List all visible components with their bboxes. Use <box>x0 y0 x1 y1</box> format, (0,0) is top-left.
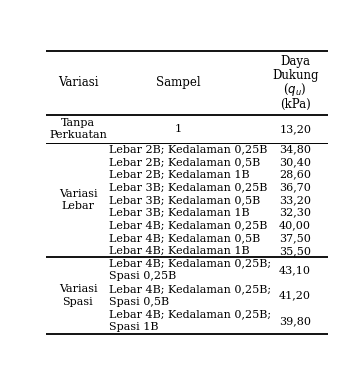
Text: Sampel: Sampel <box>156 76 201 90</box>
Text: 43,10: 43,10 <box>279 265 311 275</box>
Text: 13,20: 13,20 <box>279 124 311 134</box>
Text: Variasi
Lebar: Variasi Lebar <box>59 189 97 211</box>
Text: Lebar 4B; Kedalaman 1B: Lebar 4B; Kedalaman 1B <box>109 246 250 256</box>
Text: 41,20: 41,20 <box>279 290 311 301</box>
Text: 32,30: 32,30 <box>279 208 311 218</box>
Text: (kPa): (kPa) <box>280 98 310 110</box>
Text: Lebar 4B; Kedalaman 0,25B;: Lebar 4B; Kedalaman 0,25B; <box>109 310 271 319</box>
Text: 30,40: 30,40 <box>279 157 311 167</box>
Text: Variasi
Spasi: Variasi Spasi <box>59 284 97 307</box>
Text: Dukung: Dukung <box>272 70 318 82</box>
Text: 39,80: 39,80 <box>279 316 311 326</box>
Text: 37,50: 37,50 <box>279 233 311 243</box>
Text: 36,70: 36,70 <box>279 182 311 192</box>
Text: Lebar 3B; Kedalaman 0,25B: Lebar 3B; Kedalaman 0,25B <box>109 182 267 192</box>
Text: Lebar 2B; Kedalaman 0,5B: Lebar 2B; Kedalaman 0,5B <box>109 157 260 167</box>
Text: Spasi 1B: Spasi 1B <box>109 322 158 332</box>
Text: 33,20: 33,20 <box>279 195 311 205</box>
Text: Lebar 4B; Kedalaman 0,25B;: Lebar 4B; Kedalaman 0,25B; <box>109 284 271 294</box>
Text: Lebar 3B; Kedalaman 1B: Lebar 3B; Kedalaman 1B <box>109 208 250 218</box>
Text: 1: 1 <box>174 124 182 134</box>
Text: Lebar 4B; Kedalaman 0,25B;: Lebar 4B; Kedalaman 0,25B; <box>109 259 271 268</box>
Text: Lebar 2B; Kedalaman 0,25B: Lebar 2B; Kedalaman 0,25B <box>109 144 267 154</box>
Text: Lebar 2B; Kedalaman 1B: Lebar 2B; Kedalaman 1B <box>109 170 250 180</box>
Text: 40,00: 40,00 <box>279 220 311 231</box>
Text: Variasi: Variasi <box>58 76 98 90</box>
Text: Daya: Daya <box>280 56 310 68</box>
Text: 28,60: 28,60 <box>279 170 311 180</box>
Text: Lebar 4B; Kedalaman 0,25B: Lebar 4B; Kedalaman 0,25B <box>109 220 267 231</box>
Text: 34,80: 34,80 <box>279 144 311 154</box>
Text: Lebar 3B; Kedalaman 0,5B: Lebar 3B; Kedalaman 0,5B <box>109 195 260 205</box>
Text: Spasi 0,25B: Spasi 0,25B <box>109 271 176 281</box>
Text: ($q_u$): ($q_u$) <box>284 82 307 99</box>
Text: 35,50: 35,50 <box>279 246 311 256</box>
Text: Tanpa
Perkuatan: Tanpa Perkuatan <box>49 118 107 140</box>
Text: Spasi 0,5B: Spasi 0,5B <box>109 297 169 307</box>
Text: Lebar 4B; Kedalaman 0,5B: Lebar 4B; Kedalaman 0,5B <box>109 233 260 243</box>
